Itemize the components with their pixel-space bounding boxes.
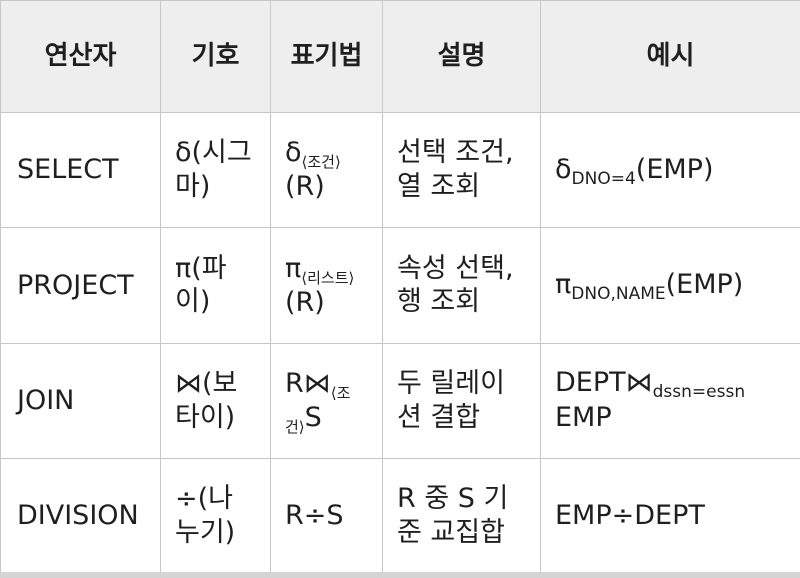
header-row: 연산자 기호 표기법 설명 예시 <box>0 0 800 113</box>
operator-cell: SELECT <box>0 111 161 229</box>
table-row: PROJECT π(파이) π⟨리스트⟩(R) 속성 선택, 행 조회 πDNO… <box>0 227 800 344</box>
description-cell: 속성 선택, 행 조회 <box>382 227 541 344</box>
notation-cell: δ⟨조건⟩ (R) <box>270 111 383 229</box>
table-row: DIVISION ÷(나누기) R÷S R 중 S 기준 교집합 EMP÷DEP… <box>0 457 800 575</box>
header-notation: 표기법 <box>270 0 383 113</box>
header-operator: 연산자 <box>0 0 161 113</box>
horizontal-scrollbar-track[interactable] <box>0 572 800 578</box>
example-main: DEPT⋈ <box>555 367 653 399</box>
example-rest: (EMP) <box>635 153 714 185</box>
header-symbol: 기호 <box>160 0 271 113</box>
description-cell: 두 릴레이션 결합 <box>382 342 541 459</box>
notation-main: π <box>285 252 302 284</box>
example-cell: δDNO=4(EMP) <box>540 111 800 229</box>
example-rest: EMP <box>555 402 612 434</box>
symbol-cell: ÷(나누기) <box>160 457 271 575</box>
header-description: 설명 <box>382 0 541 113</box>
operator-cell: JOIN <box>0 342 161 459</box>
example-subscript: DNO,NAME <box>571 283 666 304</box>
notation-rest: (R) <box>285 286 325 318</box>
notation-subscript: ⟨리스트⟩ <box>301 268 355 287</box>
notation-rest: S <box>304 401 322 433</box>
table-row: SELECT δ(시그마) δ⟨조건⟩ (R) 선택 조건, 열 조회 δDNO=… <box>0 111 800 229</box>
table-row: JOIN ⋈(보타이) R⋈⟨조건⟩S 두 릴레이션 결합 DEPT⋈dssn=… <box>0 342 800 459</box>
operator-cell: PROJECT <box>0 227 161 344</box>
notation-main: δ <box>285 137 302 169</box>
notation-main: R⋈ <box>285 367 331 399</box>
example-subscript: DNO=4 <box>571 168 636 189</box>
example-cell: EMP÷DEPT <box>540 457 800 575</box>
symbol-cell: π(파이) <box>160 227 271 344</box>
notation-subscript: ⟨조건⟩ <box>285 383 351 436</box>
operator-cell: DIVISION <box>0 457 161 575</box>
symbol-cell: δ(시그마) <box>160 111 271 229</box>
example-main: δ <box>555 153 572 185</box>
description-cell: 선택 조건, 열 조회 <box>382 111 541 229</box>
example-cell: DEPT⋈dssn=essn EMP <box>540 342 800 459</box>
example-rest: (EMP) <box>665 268 744 300</box>
description-cell: R 중 S 기준 교집합 <box>382 457 541 575</box>
notation-rest: (R) <box>285 171 325 203</box>
notation-cell: R÷S <box>270 457 383 575</box>
notation-subscript: ⟨조건⟩ <box>301 153 341 172</box>
example-cell: πDNO,NAME(EMP) <box>540 227 800 344</box>
symbol-cell: ⋈(보타이) <box>160 342 271 459</box>
header-example: 예시 <box>540 0 800 113</box>
example-main: π <box>555 268 572 300</box>
notation-cell: π⟨리스트⟩(R) <box>270 227 383 344</box>
notation-cell: R⋈⟨조건⟩S <box>270 342 383 459</box>
example-subscript: dssn=essn <box>652 382 746 403</box>
